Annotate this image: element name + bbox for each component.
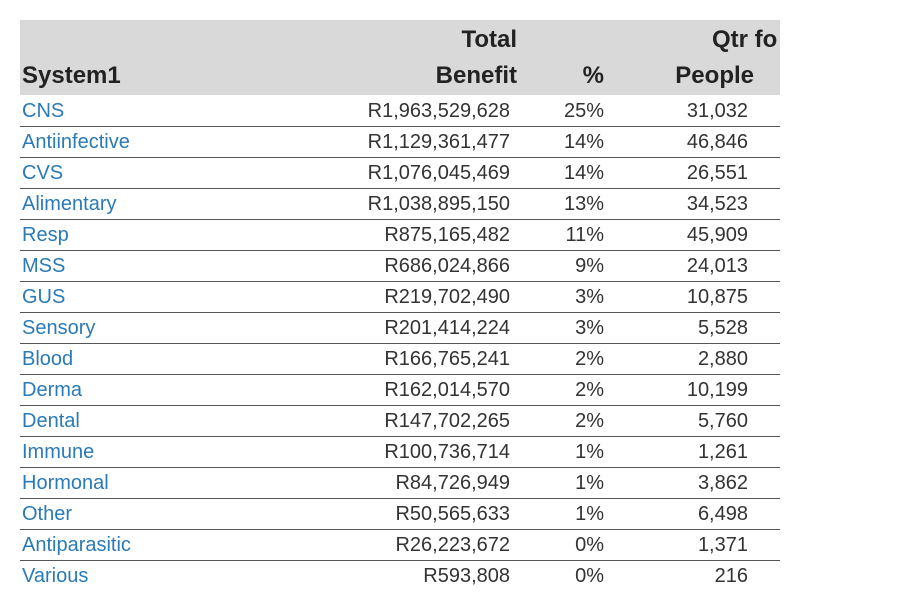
people-cell: 1,371	[697, 534, 748, 556]
percent-cell: 2%	[575, 348, 604, 370]
benefit-cell: R100,736,714	[384, 441, 510, 463]
benefit-cell: R26,223,672	[395, 534, 510, 556]
table-row: MSS R686,024,866 9% 24,013	[20, 251, 780, 282]
system-link[interactable]: GUS	[22, 286, 66, 308]
people-cell: 10,199	[686, 379, 748, 401]
table-row: Alimentary R1,038,895,150 13% 34,523	[20, 189, 780, 220]
percent-cell: 14%	[563, 162, 604, 184]
percent-cell: 3%	[575, 317, 604, 339]
system-link[interactable]: Hormonal	[22, 472, 109, 494]
people-cell: 5,528	[697, 317, 748, 339]
benefit-cell: R162,014,570	[384, 379, 510, 401]
percent-cell: 14%	[563, 131, 604, 153]
percent-cell: 2%	[575, 410, 604, 432]
header-people-line1[interactable]: Qtr fo	[712, 26, 778, 53]
benefit-cell: R1,129,361,477	[367, 131, 510, 153]
benefit-cell: R50,565,633	[395, 503, 510, 525]
table-row: Antiinfective R1,129,361,477 14% 46,846	[20, 127, 780, 158]
benefit-cell: R166,765,241	[384, 348, 510, 370]
percent-cell: 3%	[575, 286, 604, 308]
people-cell: 3,862	[697, 472, 748, 494]
people-cell: 216	[714, 565, 748, 587]
system-link[interactable]: Various	[22, 565, 89, 587]
benefit-cell: R875,165,482	[384, 224, 510, 246]
system-link[interactable]: Other	[22, 503, 73, 525]
system-link[interactable]: Blood	[22, 348, 74, 370]
people-cell: 26,551	[686, 162, 748, 184]
percent-cell: 1%	[575, 472, 604, 494]
system-link[interactable]: Dental	[22, 410, 80, 432]
percent-cell: 1%	[575, 503, 604, 525]
benefit-cell: R686,024,866	[384, 255, 510, 277]
people-cell: 45,909	[686, 224, 748, 246]
system-link[interactable]: CNS	[22, 100, 65, 122]
percent-cell: 9%	[575, 255, 604, 277]
people-cell: 24,013	[686, 255, 748, 277]
system-link[interactable]: Resp	[22, 224, 69, 246]
table-row: Various R593,808 0% 216	[20, 561, 780, 588]
system-link[interactable]: MSS	[22, 255, 66, 277]
table-row: Immune R100,736,714 1% 1,261	[20, 437, 780, 468]
system-link[interactable]: Derma	[22, 379, 83, 401]
table-row: CVS R1,076,045,469 14% 26,551	[20, 158, 780, 189]
percent-cell: 0%	[575, 534, 604, 556]
table-row: GUS R219,702,490 3% 10,875	[20, 282, 780, 313]
people-cell: 6,498	[697, 503, 748, 525]
benefit-cell: R84,726,949	[395, 472, 510, 494]
percent-cell: 0%	[575, 565, 604, 587]
benefit-cell: R147,702,265	[384, 410, 510, 432]
system-link[interactable]: Immune	[22, 441, 95, 463]
table-row: Other R50,565,633 1% 6,498	[20, 499, 780, 530]
system-link[interactable]: Alimentary	[22, 193, 117, 215]
table-row: Sensory R201,414,224 3% 5,528	[20, 313, 780, 344]
table-row: Blood R166,765,241 2% 2,880	[20, 344, 780, 375]
header-benefit-line1[interactable]: Total	[461, 26, 517, 53]
header-pct[interactable]: %	[582, 62, 604, 89]
percent-cell: 1%	[575, 441, 604, 463]
table-row: Antiparasitic R26,223,672 0% 1,371	[20, 530, 780, 561]
people-cell: 10,875	[686, 286, 748, 308]
table-row: CNS R1,963,529,628 25% 31,032	[20, 96, 780, 127]
table-row: Resp R875,165,482 11% 45,909	[20, 220, 780, 251]
percent-cell: 25%	[563, 100, 604, 122]
benefit-cell: R201,414,224	[384, 317, 510, 339]
benefit-cell: R219,702,490	[384, 286, 510, 308]
header-benefit-line2[interactable]: Benefit	[435, 62, 517, 89]
benefit-table: System1 Total Benefit % Qtr fo People CN…	[20, 20, 780, 588]
benefit-cell: R593,808	[423, 565, 510, 587]
table-row: Derma R162,014,570 2% 10,199	[20, 375, 780, 406]
system-link[interactable]: CVS	[22, 162, 64, 184]
table-row: Dental R147,702,265 2% 5,760	[20, 406, 780, 437]
benefit-cell: R1,076,045,469	[367, 162, 510, 184]
table-header: System1 Total Benefit % Qtr fo People	[20, 20, 780, 95]
percent-cell: 11%	[565, 224, 604, 246]
benefit-cell: R1,038,895,150	[367, 193, 510, 215]
benefit-cell: R1,963,529,628	[367, 100, 510, 122]
system-link[interactable]: Antiparasitic	[22, 534, 131, 556]
system-link[interactable]: Sensory	[22, 317, 96, 339]
people-cell: 46,846	[686, 131, 748, 153]
people-cell: 1,261	[697, 441, 748, 463]
header-system[interactable]: System1	[22, 62, 121, 89]
percent-cell: 13%	[563, 193, 604, 215]
people-cell: 2,880	[697, 348, 748, 370]
people-cell: 5,760	[697, 410, 748, 432]
people-cell: 31,032	[686, 100, 748, 122]
table-row: Hormonal R84,726,949 1% 3,862	[20, 468, 780, 499]
percent-cell: 2%	[575, 379, 604, 401]
header-people-line2[interactable]: People	[675, 62, 754, 89]
system-link[interactable]: Antiinfective	[22, 131, 130, 153]
people-cell: 34,523	[686, 193, 748, 215]
table-body: CNS R1,963,529,628 25% 31,032 Antiinfective R…	[20, 96, 780, 588]
